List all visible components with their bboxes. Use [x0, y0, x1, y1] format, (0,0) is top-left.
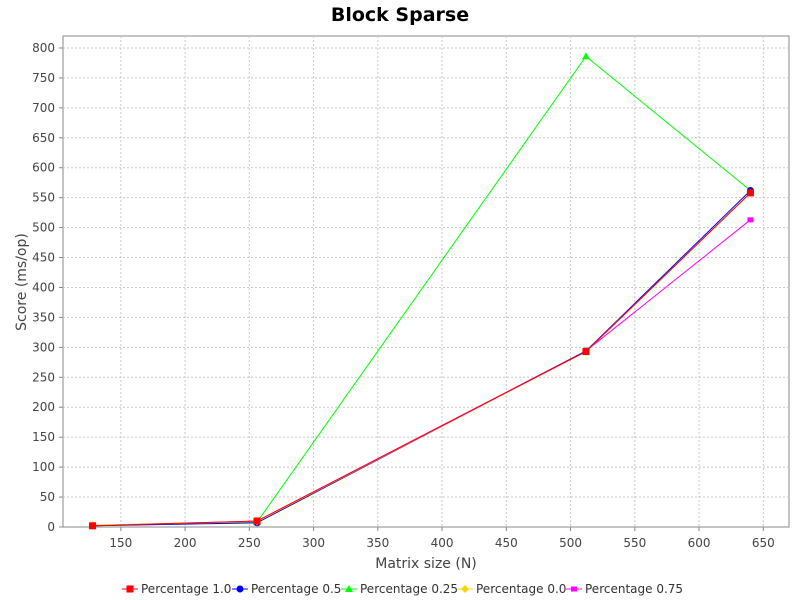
- y-tick-label: 650: [32, 131, 55, 145]
- x-tick-label: 150: [109, 536, 132, 550]
- y-tick-label: 550: [32, 191, 55, 205]
- y-tick-label: 400: [32, 280, 55, 294]
- y-tick-label: 350: [32, 310, 55, 324]
- legend-marker: [461, 585, 469, 593]
- legend-item: Percentage 0.5: [232, 582, 341, 596]
- x-tick-label: 400: [431, 536, 454, 550]
- x-tick-label: 350: [366, 536, 389, 550]
- y-tick-label: 0: [47, 520, 55, 534]
- data-point: [89, 522, 97, 530]
- y-tick-label: 50: [40, 490, 55, 504]
- x-axis: 150 200 250 300 350 400 450 500 550 600 650: [109, 527, 775, 550]
- data-point: [581, 52, 590, 60]
- legend-label: Percentage 0.75: [585, 582, 683, 596]
- x-tick-label: 500: [559, 536, 582, 550]
- legend: Percentage 1.0 Percentage 0.5 Percentage 0…: [122, 582, 683, 596]
- legend-item: Percentage 0.25: [341, 582, 458, 596]
- legend-marker: [345, 585, 353, 592]
- x-tick-label: 450: [495, 536, 518, 550]
- y-axis-label: Score (ms/op): [14, 233, 30, 331]
- grid-lines: [63, 36, 789, 527]
- y-tick-label: 500: [32, 221, 55, 235]
- legend-label: Percentage 1.0: [141, 582, 231, 596]
- legend-label: Percentage 0.5: [251, 582, 341, 596]
- series-layer: [88, 52, 755, 530]
- legend-item: Percentage 1.0: [122, 582, 231, 596]
- y-tick-label: 800: [32, 41, 55, 55]
- y-tick-label: 300: [32, 340, 55, 354]
- x-tick-label: 200: [174, 536, 197, 550]
- legend-item: Percentage 0.75: [566, 582, 683, 596]
- y-tick-label: 750: [32, 71, 55, 85]
- y-tick-label: 150: [32, 430, 55, 444]
- data-point: [746, 189, 754, 197]
- legend-marker: [236, 585, 244, 593]
- series-line: [92, 192, 751, 527]
- y-axis: 0 50 100 150 200 250 300 350 400 450 500 550 600 650 7…: [32, 41, 63, 534]
- y-tick-label: 100: [32, 460, 55, 474]
- x-tick-label: 600: [688, 536, 711, 550]
- data-point: [582, 348, 590, 356]
- legend-marker: [126, 585, 134, 593]
- legend-marker: [571, 586, 577, 592]
- chart-title: Block Sparse: [331, 4, 469, 26]
- legend-label: Percentage 0.0: [476, 582, 566, 596]
- x-tick-label: 250: [238, 536, 261, 550]
- y-tick-label: 250: [32, 370, 55, 384]
- x-axis-label: Matrix size (N): [375, 556, 477, 572]
- y-tick-label: 700: [32, 101, 55, 115]
- y-tick-label: 450: [32, 251, 55, 265]
- plot-area: [62, 35, 790, 528]
- x-tick-label: 650: [752, 536, 775, 550]
- legend-item: Percentage 0.0: [457, 582, 566, 596]
- y-tick-label: 200: [32, 400, 55, 414]
- y-tick-label: 600: [32, 161, 55, 175]
- legend-label: Percentage 0.25: [360, 582, 458, 596]
- x-tick-label: 550: [623, 536, 646, 550]
- data-point: [747, 217, 754, 223]
- series-percentage-1-0: [89, 189, 754, 530]
- x-tick-label: 300: [302, 536, 325, 550]
- data-point: [253, 517, 261, 525]
